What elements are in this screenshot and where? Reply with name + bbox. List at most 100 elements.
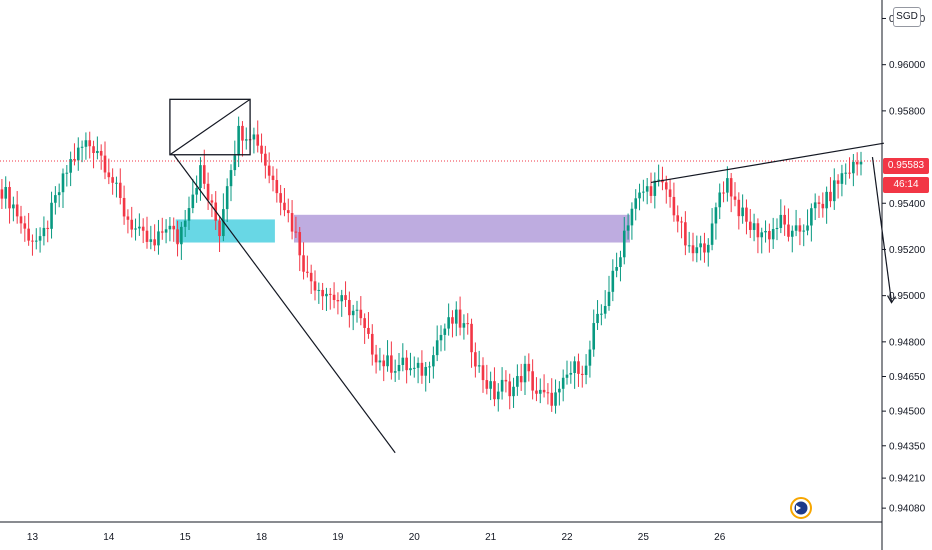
- currency-badge[interactable]: SGD: [893, 7, 921, 27]
- candle-body: [527, 363, 531, 372]
- candle: [199, 157, 202, 201]
- time-tick-label: 18: [256, 532, 268, 543]
- candle: [298, 227, 302, 272]
- candle-body: [180, 226, 183, 245]
- price-tick-label: 0.95200: [889, 245, 926, 256]
- candle-body: [729, 178, 733, 197]
- time-tick-label: 19: [332, 532, 344, 543]
- candle-body: [500, 379, 504, 392]
- candle-body: [535, 390, 538, 394]
- candle: [451, 310, 454, 338]
- candle: [57, 183, 61, 208]
- candle: [748, 208, 752, 239]
- candle-body: [474, 352, 477, 367]
- candle: [294, 216, 298, 238]
- candle: [252, 127, 256, 154]
- candle: [443, 323, 447, 351]
- candle: [561, 369, 565, 402]
- candle: [107, 158, 111, 185]
- candle-body: [172, 225, 176, 230]
- candle: [218, 215, 221, 253]
- candle: [244, 127, 248, 150]
- event-flag-icon[interactable]: [790, 497, 812, 519]
- candle: [355, 300, 359, 323]
- candle: [546, 383, 550, 405]
- candle-body: [99, 150, 103, 156]
- candle-body: [512, 386, 515, 397]
- candle-body: [645, 186, 649, 192]
- candle: [96, 136, 99, 160]
- candle: [634, 189, 638, 221]
- candle-body: [325, 293, 328, 297]
- candle-body: [699, 243, 702, 248]
- candle-body: [764, 230, 767, 233]
- price-tick-label: 0.94500: [889, 407, 926, 418]
- candle: [630, 202, 634, 240]
- candle-body: [477, 365, 481, 367]
- candle: [378, 347, 382, 371]
- candle-body: [485, 380, 489, 389]
- candle: [649, 172, 653, 204]
- candle-body: [703, 243, 706, 253]
- candle-body: [538, 389, 542, 394]
- candle: [46, 220, 50, 243]
- time-axis[interactable]: 13 14 15 18 19 20 21 22 25 26: [27, 532, 726, 543]
- candle: [813, 193, 817, 221]
- candle-body: [680, 221, 683, 223]
- candle: [302, 242, 305, 280]
- candle-body: [672, 196, 676, 216]
- candle: [225, 178, 229, 223]
- candle-body: [859, 161, 863, 165]
- time-tick-label: 25: [638, 532, 650, 543]
- candle: [600, 304, 603, 326]
- candle: [424, 361, 428, 392]
- candle: [168, 217, 172, 242]
- candle: [275, 168, 279, 203]
- candle: [706, 238, 710, 267]
- candle-body: [76, 147, 80, 161]
- candle: [790, 225, 794, 253]
- candle: [172, 217, 176, 242]
- candle-body: [817, 202, 821, 204]
- candle-body: [642, 191, 645, 193]
- candle-body: [374, 354, 378, 363]
- candle-body: [504, 379, 508, 382]
- candle-body: [733, 196, 737, 200]
- candle: [542, 374, 546, 398]
- candle: [519, 363, 523, 391]
- candle: [344, 281, 347, 307]
- candle: [737, 192, 741, 230]
- candle: [325, 287, 328, 311]
- candle-body: [531, 371, 534, 391]
- candle-body: [50, 202, 53, 229]
- candle: [363, 313, 366, 344]
- candle: [703, 232, 706, 263]
- candle: [558, 381, 561, 406]
- candle: [798, 218, 802, 246]
- candle-body: [779, 214, 783, 228]
- candle: [195, 175, 198, 203]
- time-tick-label: 26: [714, 532, 726, 543]
- candle: [619, 250, 622, 282]
- candle: [722, 181, 725, 203]
- candle: [462, 314, 466, 340]
- candle-body: [813, 202, 817, 209]
- candle: [222, 193, 225, 242]
- candle: [348, 291, 351, 328]
- price-axis[interactable]: 0.962000.960000.958000.954000.952000.950…: [882, 14, 926, 515]
- candle: [806, 209, 809, 236]
- candle-body: [806, 225, 809, 231]
- candle-body: [718, 192, 722, 208]
- candle-body: [38, 236, 42, 241]
- time-tick-label: 14: [103, 532, 115, 543]
- candle-body: [848, 172, 851, 174]
- candle-body: [206, 183, 210, 201]
- candle-body: [714, 207, 718, 224]
- candle: [680, 216, 683, 239]
- time-tick-label: 21: [485, 532, 497, 543]
- candle: [0, 178, 4, 210]
- candle: [61, 168, 65, 209]
- candle-body: [340, 295, 344, 302]
- candle-body: [267, 165, 271, 176]
